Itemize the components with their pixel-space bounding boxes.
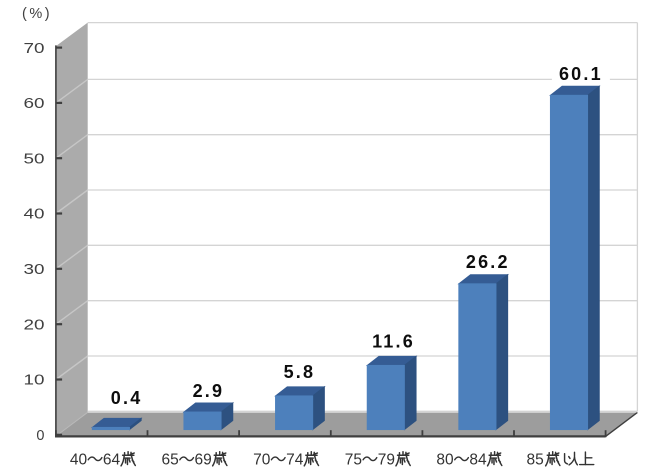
svg-text:74: 74 (286, 451, 304, 468)
svg-text:79: 79 (378, 451, 395, 468)
svg-text:70: 70 (24, 41, 45, 57)
svg-text:0.4: 0.4 (111, 388, 143, 408)
svg-text:30: 30 (24, 262, 45, 278)
svg-text:40: 40 (24, 207, 45, 223)
svg-text:64: 64 (103, 451, 121, 468)
svg-text:20: 20 (24, 317, 45, 333)
svg-text:60: 60 (24, 96, 45, 112)
svg-text:26.2: 26.2 (466, 252, 510, 272)
svg-text:10: 10 (24, 373, 45, 389)
svg-text:65: 65 (162, 451, 179, 468)
svg-text:70: 70 (253, 451, 271, 468)
svg-text:84: 84 (469, 451, 487, 468)
svg-text:80: 80 (436, 451, 454, 468)
svg-text:69: 69 (195, 451, 212, 468)
svg-text:75: 75 (345, 451, 362, 468)
svg-text:5.8: 5.8 (284, 362, 316, 382)
svg-text:(%): (%) (22, 6, 52, 22)
svg-text:85: 85 (527, 451, 544, 468)
svg-text:60.1: 60.1 (559, 64, 603, 84)
svg-text:50: 50 (24, 151, 45, 167)
svg-text:0: 0 (36, 428, 44, 444)
svg-text:2.9: 2.9 (193, 381, 225, 401)
svg-text:40: 40 (70, 451, 88, 468)
svg-text:11.6: 11.6 (372, 332, 415, 352)
